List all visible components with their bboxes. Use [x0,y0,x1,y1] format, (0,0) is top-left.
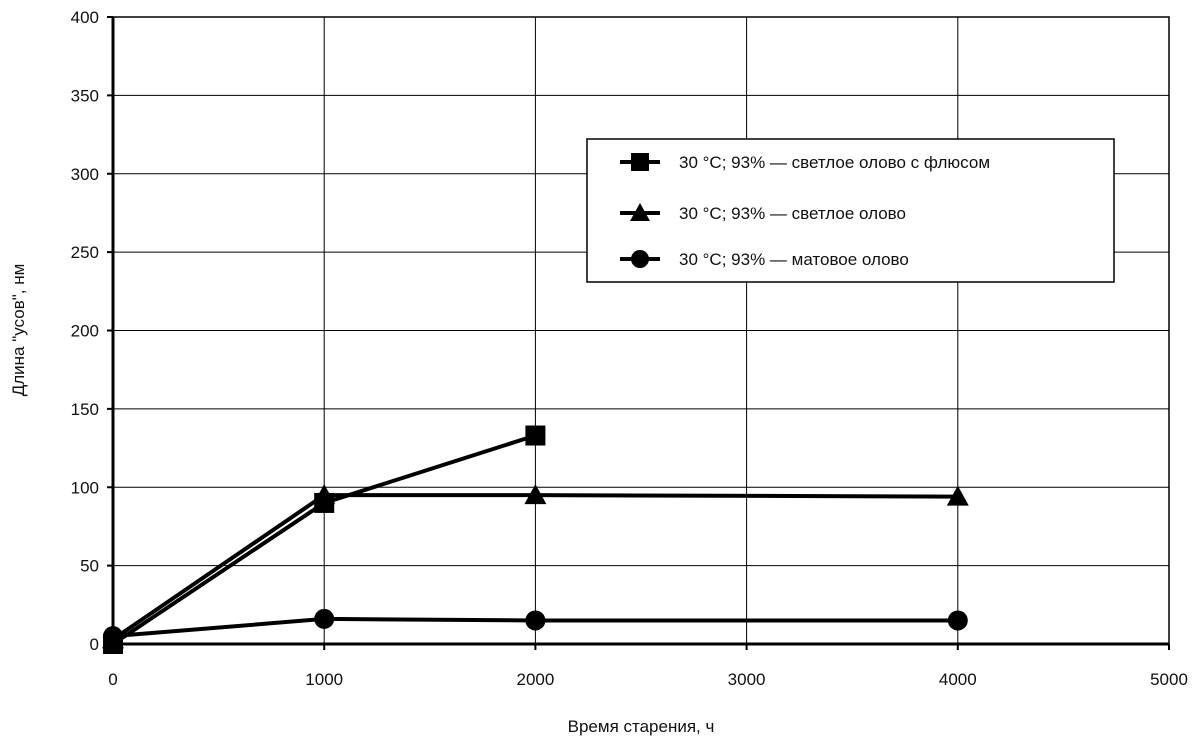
legend-label: 30 °С; 93% — светлое олово [679,204,906,223]
data-point-circle [525,610,546,631]
legend-label: 30 °С; 93% — матовое олово [679,250,909,269]
data-point-circle [103,626,123,647]
x-tick-label: 0 [108,670,117,689]
legend-box [586,138,1115,283]
y-tick-label: 400 [71,8,99,27]
y-tick-label: 250 [71,243,99,262]
x-tick-label: 1000 [305,670,343,689]
data-point-triangle [524,484,547,505]
legend-item: 30 °С; 93% — матовое олово [620,250,909,269]
data-point-triangle [946,485,969,506]
legend-marker-square [631,153,649,171]
legend-label: 30 °С; 93% — светлое олово с флюсом [679,153,990,172]
x-axis-label: Время старения, ч [568,717,715,736]
x-tick-label: 3000 [728,670,766,689]
legend-item: 30 °С; 93% — светлое олово [620,203,906,223]
axes [107,16,1170,650]
y-tick-label: 200 [71,322,99,341]
legend: 30 °С; 93% — светлое олово с флюсом 30 °С… [586,138,1115,283]
data-series [102,425,969,654]
y-tick-label: 100 [71,478,99,497]
x-tick-label: 4000 [939,670,977,689]
x-tick-label: 2000 [516,670,554,689]
y-tick-label: 150 [71,400,99,419]
series-line [112,616,958,639]
x-tick-label: 5000 [1150,670,1188,689]
y-axis-label: Длина "усов", нм [9,264,28,397]
data-point-circle [947,610,968,631]
legend-item: 30 °С; 93% — светлое олово с флюсом [620,153,990,172]
series-line [111,493,958,641]
data-point-triangle [313,484,336,505]
y-tick-label: 350 [71,86,99,105]
series-circle [103,608,968,647]
y-tick-label: 50 [80,557,99,576]
data-point-square [525,425,546,446]
y-tick-label: 300 [71,165,99,184]
legend-marker-triangle [630,203,650,221]
data-point-circle [314,608,335,629]
y-tick-label: 0 [90,635,99,654]
legend-marker-circle [631,250,649,268]
